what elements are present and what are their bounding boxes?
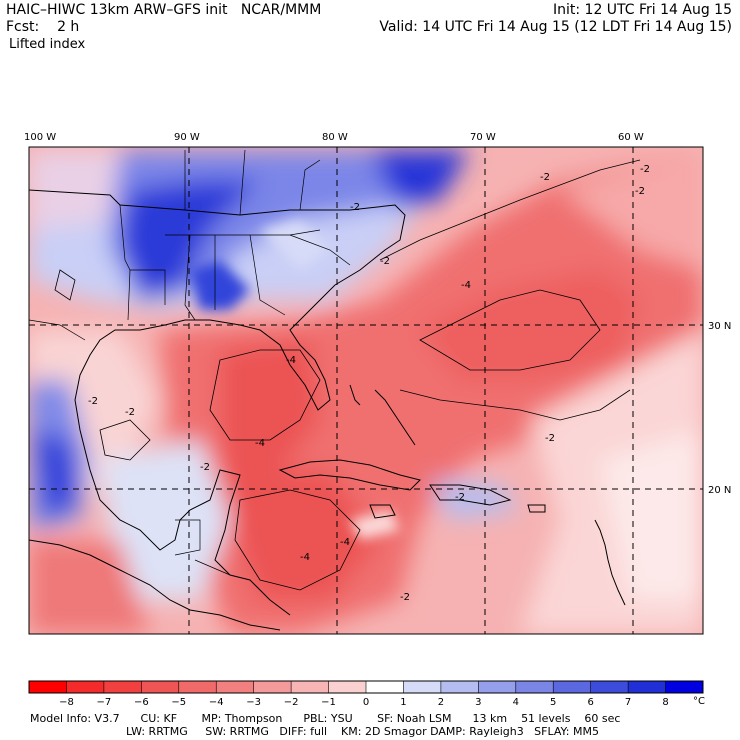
colorbar-swatch: [103, 681, 142, 693]
colorbar-swatch: [665, 681, 704, 693]
colorbar-tick-label: 4: [513, 697, 519, 708]
lat-labels: 30 N 20 N: [708, 321, 731, 496]
colorbar-tick-label: −8: [59, 697, 74, 708]
colorbar-tick-label: 5: [550, 697, 556, 708]
field-name: Lifted index: [9, 37, 86, 52]
colorbar-tick-label: −1: [321, 697, 336, 708]
colorbar-swatch: [553, 681, 592, 693]
colorbar-tick-label: 2: [438, 697, 444, 708]
colorbar-swatch: [478, 681, 517, 693]
contour-label: -2: [350, 202, 360, 213]
contour-label: -2: [545, 433, 555, 444]
contour-label: -4: [255, 438, 265, 449]
init-time: Init: 12 UTC Fri 14 Aug 15: [552, 2, 732, 18]
colorbar-tick-label: −7: [97, 697, 112, 708]
contour-label: -2: [400, 592, 410, 603]
model-name: HAIC–HIWC 13km ARW–GFS init: [6, 2, 228, 18]
contour-label: -2: [380, 256, 390, 267]
colorbar-swatch: [403, 681, 442, 693]
contour-labels: -2 -2 -4 -2 -2 -4 -2 -4 -2 -2 -2 -4 -2 -…: [88, 164, 650, 603]
colorbar-tick-label: 1: [400, 697, 406, 708]
colorbar-swatch: [291, 681, 330, 693]
colorbar-swatch: [515, 681, 554, 693]
lon-label: 70 W: [470, 132, 496, 143]
contour-label: -2: [88, 396, 98, 407]
forecast-hour: Fcst: 2 h: [6, 19, 79, 36]
lat-label: 20 N: [708, 485, 731, 496]
contour-label: -2: [635, 186, 645, 197]
model-info-line1: Model Info: V3.7 CU: KF MP: Thompson PBL…: [30, 712, 621, 725]
colorbar-tick-label: 7: [625, 697, 631, 708]
colorbar-tick-label: 0: [363, 697, 369, 708]
lat-label: 30 N: [708, 321, 731, 332]
contour-label: -4: [461, 280, 471, 291]
colorbar-swatch: [29, 681, 67, 693]
colorbar-tick-label: −6: [134, 697, 149, 708]
colorbar-swatch: [440, 681, 479, 693]
contour-label: -4: [300, 552, 310, 563]
colorbar-swatch: [178, 681, 217, 693]
colorbar-tick-label: −5: [171, 697, 186, 708]
colorbar-tick-label: −4: [209, 697, 224, 708]
contours: [54, 159, 641, 591]
colorbar-tick-label: −3: [246, 697, 261, 708]
lon-label: 80 W: [322, 132, 348, 143]
lon-label: 60 W: [618, 132, 644, 143]
lon-label: 90 W: [174, 132, 200, 143]
model-info-line2: LW: RRTMG SW: RRTMG DIFF: full KM: 2D Sm…: [126, 725, 599, 738]
contour-label: -2: [640, 164, 650, 175]
colorbar-tick-label: 6: [587, 697, 593, 708]
colorbar: −8 −7 −6 −5 −4 −3 −2 −1 0 1 2 3 4 5 6 7 8: [28, 680, 704, 708]
colorbar-tick-label: −2: [284, 697, 299, 708]
colorbar-tick-label: 8: [662, 697, 668, 708]
colorbar-swatch: [366, 681, 404, 693]
latlon-grid: [29, 147, 703, 634]
colorbar-swatch: [628, 681, 667, 693]
contour-label: -2: [125, 407, 135, 418]
valid-time: Valid: 14 UTC Fri 14 Aug 15 (12 LDT Fri …: [379, 19, 732, 35]
colorbar-swatch: [328, 681, 367, 693]
org-name: NCAR/MMM: [240, 2, 322, 18]
colorbar-unit: °C: [693, 696, 705, 707]
political-borders: [29, 149, 351, 576]
contour-label: -4: [340, 537, 350, 548]
colorbar-swatch: [141, 681, 180, 693]
field-shading: [29, 147, 703, 634]
map-frame: [28, 146, 704, 635]
colorbar-tick-label: 3: [475, 697, 481, 708]
coastlines: [29, 189, 626, 631]
contour-label: -2: [200, 462, 210, 473]
contour-label: -4: [286, 355, 296, 366]
colorbar-swatch: [590, 681, 629, 693]
colorbar-swatch: [216, 681, 255, 693]
model-title: HAIC–HIWC 13km ARW–GFS init NCAR/MMM: [6, 2, 321, 19]
colorbar-swatch: [253, 681, 292, 693]
contour-label: -2: [540, 172, 550, 183]
lon-label: 100 W: [24, 132, 56, 143]
colorbar-swatch: [66, 681, 105, 693]
lon-labels: 100 W 90 W 80 W 70 W 60 W: [24, 132, 644, 143]
forecast-label: Fcst:: [6, 19, 40, 35]
forecast-value: 2 h: [57, 19, 80, 35]
contour-label: -2: [455, 492, 465, 503]
